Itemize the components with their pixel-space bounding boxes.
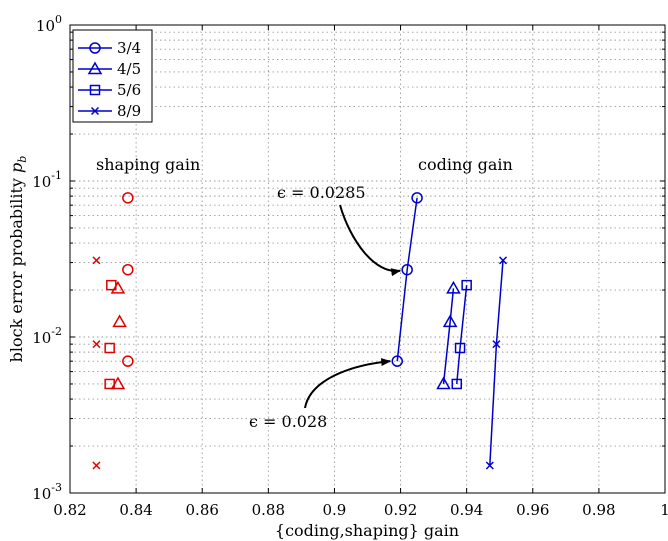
x-tick-label: 0.98 bbox=[582, 501, 615, 519]
x-tick-label: 0.92 bbox=[384, 501, 417, 519]
shaping-point bbox=[104, 378, 115, 390]
legend-item: 3/4 bbox=[78, 39, 141, 57]
x-tick-label: 0.82 bbox=[53, 501, 86, 519]
y-tick-label: 100 bbox=[36, 13, 62, 35]
legend-marker bbox=[87, 61, 103, 75]
shaping-gain-label: shaping gain bbox=[96, 155, 200, 174]
y-axis-title: block error probability pb bbox=[7, 156, 29, 363]
shaping-point bbox=[92, 340, 101, 349]
shaping-point bbox=[122, 263, 134, 276]
coding-point bbox=[391, 355, 403, 367]
x-tick-labels: 0.82 0.84 0.86 0.88 0.9 0.92 0.94 0.96 0.98 1 bbox=[53, 501, 668, 519]
y-tick-label: 10-1 bbox=[32, 169, 62, 191]
legend-items: 3/4 4/5 5/6 8/9 bbox=[78, 39, 141, 120]
shaping-point bbox=[92, 461, 101, 470]
coding-point bbox=[411, 192, 423, 204]
series-5-6 bbox=[104, 279, 472, 390]
x-tick-label: 0.84 bbox=[119, 501, 152, 519]
legend-label: 5/6 bbox=[117, 81, 141, 99]
coding-line bbox=[442, 288, 455, 385]
annotation-arrows bbox=[304, 204, 402, 409]
shaping-point bbox=[112, 314, 127, 328]
coding-gain-label: coding gain bbox=[418, 155, 513, 174]
x-tick-label: 0.9 bbox=[323, 501, 347, 519]
legend-label: 8/9 bbox=[117, 102, 141, 120]
plot-frame bbox=[69, 24, 666, 494]
shaping-point bbox=[122, 355, 134, 367]
coding-point bbox=[492, 340, 501, 349]
y-tick-labels: 10-3 10-2 10-1 100 bbox=[32, 13, 62, 503]
y-tick-label: 10-2 bbox=[32, 325, 62, 347]
coding-point bbox=[454, 342, 466, 354]
coding-point bbox=[451, 378, 462, 390]
epsilon-lower-label: ϵ = 0.028 bbox=[249, 412, 327, 431]
y-axis-title-text: block error probability bbox=[7, 178, 26, 362]
legend-label: 4/5 bbox=[117, 60, 141, 78]
y-axis-title-subscript: b bbox=[16, 156, 29, 163]
y-axis-title-symbol: p bbox=[7, 163, 26, 173]
coding-line bbox=[396, 197, 418, 362]
legend: 3/4 4/5 5/6 8/9 bbox=[72, 29, 153, 123]
shaping-point bbox=[122, 192, 134, 204]
plot-background bbox=[70, 25, 665, 493]
arrow-epsilon-lower bbox=[304, 358, 392, 409]
x-tick-label: 0.86 bbox=[186, 501, 219, 519]
x-tick-label: 0.96 bbox=[516, 501, 549, 519]
legend-item: 5/6 bbox=[78, 81, 141, 99]
legend-label: 3/4 bbox=[117, 39, 141, 57]
legend-box bbox=[72, 29, 153, 123]
coding-line bbox=[456, 285, 468, 385]
series-4-5 bbox=[110, 280, 461, 390]
coding-point bbox=[498, 256, 508, 265]
series-layer bbox=[92, 192, 508, 470]
shaping-point bbox=[104, 342, 115, 354]
coding-point bbox=[401, 263, 413, 276]
coding-point bbox=[436, 376, 451, 390]
legend-marker bbox=[89, 84, 101, 96]
coding-point bbox=[446, 280, 461, 294]
shaping-point bbox=[106, 279, 117, 291]
x-tick-label: 0.88 bbox=[252, 501, 285, 519]
legend-item: 4/5 bbox=[78, 60, 141, 78]
legend-marker bbox=[90, 106, 100, 116]
x-tick-label: 1 bbox=[660, 501, 668, 519]
arrow-epsilon-upper bbox=[339, 204, 402, 277]
epsilon-upper-label: ϵ = 0.0285 bbox=[277, 183, 366, 202]
y-tick-label: 10-3 bbox=[32, 481, 62, 503]
series-8-9 bbox=[92, 256, 508, 470]
shaping-point bbox=[110, 376, 126, 390]
coding-point bbox=[485, 461, 494, 470]
x-tick-label: 0.94 bbox=[450, 501, 483, 519]
series-3-4 bbox=[122, 192, 423, 367]
grid bbox=[70, 25, 665, 493]
legend-marker bbox=[89, 42, 101, 54]
coding-point bbox=[461, 279, 472, 291]
legend-item: 8/9 bbox=[78, 102, 141, 120]
x-axis-title: {coding,shaping} gain bbox=[275, 521, 459, 540]
shaping-point bbox=[110, 280, 126, 294]
shaping-point bbox=[92, 256, 101, 265]
coding-point bbox=[442, 314, 458, 328]
